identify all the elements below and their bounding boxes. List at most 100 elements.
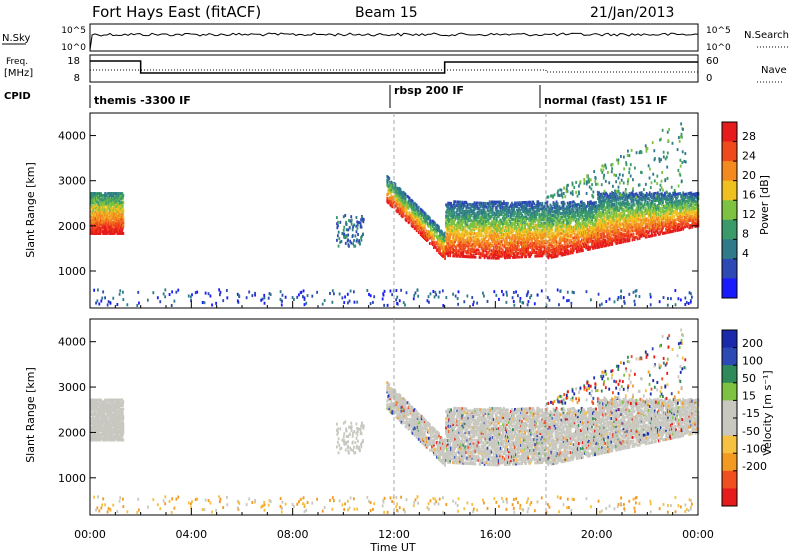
power-cell: [482, 250, 485, 254]
power-cell: [455, 249, 458, 253]
power-cell: [525, 247, 528, 251]
power-cell: [429, 223, 432, 227]
power-cell: [624, 238, 627, 242]
power-cell: [536, 225, 539, 229]
cpid-segment-2: rbsp 200 IF: [394, 84, 464, 97]
power-cell: [107, 206, 110, 210]
power-cell: [100, 228, 102, 232]
power-cell: [459, 202, 462, 206]
power-cell: [593, 214, 595, 218]
power-cell: [119, 201, 122, 205]
power-cell: [108, 199, 111, 203]
power-cell: [595, 217, 597, 221]
power-cell: [592, 232, 594, 236]
power-cell: [464, 246, 467, 250]
power-cell: [504, 221, 507, 225]
power-cell: [491, 220, 494, 224]
power-cell: [542, 243, 545, 247]
power-cell: [409, 215, 412, 219]
power-cell: [450, 212, 453, 216]
power-cell: [564, 214, 567, 218]
power-cell: [482, 237, 485, 241]
power-cell: [593, 244, 595, 248]
power-cell: [572, 236, 575, 240]
power-cell: [476, 214, 479, 218]
power-cell: [546, 216, 549, 220]
power-cell: [433, 222, 435, 226]
power-cell: [486, 239, 489, 243]
power-cell: [540, 218, 543, 222]
power-cell: [548, 212, 551, 216]
power-cell: [536, 236, 539, 240]
power-cell: [570, 209, 573, 213]
power-cell: [538, 202, 541, 206]
power-cell: [566, 210, 569, 214]
power-cell: [584, 230, 586, 234]
power-cell: [494, 236, 497, 240]
power-cell: [517, 212, 519, 216]
power-cell: [486, 220, 489, 224]
power-cell: [449, 248, 452, 252]
power-cell: [570, 226, 573, 230]
power-cell: [115, 192, 118, 196]
power-cell: [439, 248, 441, 252]
power-cell: [528, 238, 531, 242]
power-cell: [472, 212, 475, 216]
cpid-segment-1: themis -3300 IF: [94, 94, 191, 107]
power-cell: [465, 215, 468, 219]
power-cell: [433, 227, 435, 231]
power-cell: [529, 236, 532, 240]
power-cell: [421, 213, 424, 217]
power-cell: [482, 236, 485, 240]
power-cell: [470, 224, 473, 228]
power-cell: [515, 237, 517, 241]
power-cell: [498, 245, 501, 249]
power-cell: [496, 251, 499, 255]
power-cell: [460, 233, 463, 237]
power-cell: [472, 228, 475, 232]
power-cell: [454, 216, 457, 220]
cpid-label: CPID: [4, 91, 31, 102]
power-cell: [122, 219, 125, 223]
power-cell: [517, 210, 519, 214]
power-cell: [450, 209, 453, 213]
power-cell: [413, 212, 416, 216]
power-cell: [537, 254, 540, 258]
power-cell: [476, 205, 479, 209]
power-cell: [538, 225, 541, 229]
power-cell: [461, 227, 464, 231]
power-cell: [499, 209, 502, 213]
power-cell: [492, 218, 495, 222]
power-cell: [482, 203, 485, 207]
power-cell: [387, 201, 390, 205]
power-cell: [456, 231, 459, 235]
power-cell: [465, 217, 468, 221]
power-cell: [528, 231, 531, 235]
power-cell: [505, 223, 508, 227]
power-cell: [566, 207, 569, 211]
power-cell: [438, 234, 440, 238]
power-cell: [552, 222, 555, 226]
power-cell: [555, 254, 558, 258]
power-cell: [572, 245, 575, 249]
power-cell: [577, 226, 580, 230]
power-cell: [537, 252, 540, 256]
power-cell: [535, 232, 538, 236]
power-cell: [457, 229, 460, 233]
power-cell: [526, 238, 529, 242]
power-cell: [459, 227, 462, 231]
power-cell: [493, 200, 496, 204]
power-cell: [469, 224, 472, 228]
power-cell: [465, 222, 468, 226]
power-cell: [539, 254, 542, 258]
power-cell: [391, 198, 394, 202]
power-cell: [584, 235, 586, 239]
power-cell: [473, 214, 476, 218]
power-cell: [561, 220, 564, 224]
power-cell: [493, 242, 496, 246]
power-cell: [526, 233, 529, 237]
power-cell: [594, 204, 596, 208]
power-cell: [532, 213, 535, 217]
power-cell: [401, 215, 404, 219]
power-cell: [477, 244, 480, 248]
